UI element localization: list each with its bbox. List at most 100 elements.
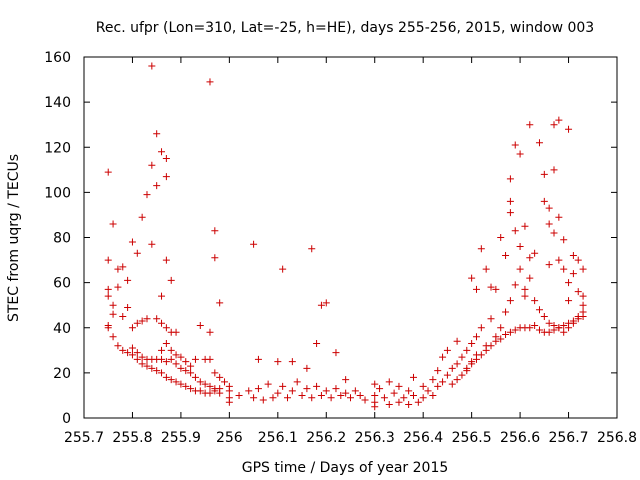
data-point [409,391,417,399]
data-point [492,285,500,293]
data-point [502,252,510,260]
x-tick-label: 255.9 [161,430,201,446]
data-point [138,213,146,221]
data-point [153,130,161,138]
data-point [405,400,413,408]
data-point [148,240,156,248]
data-point [182,367,190,375]
y-tick-label: 160 [44,50,71,66]
data-point [206,355,214,363]
data-point [443,346,451,354]
data-point [119,263,127,271]
x-tick-label: 256.8 [597,430,637,446]
data-point [487,315,495,323]
data-point [531,321,539,329]
data-point [555,213,563,221]
data-point [531,297,539,305]
y-tick-label: 120 [44,140,71,156]
data-point [492,337,500,345]
data-point [322,299,330,307]
data-point [124,303,132,311]
data-point [143,315,151,323]
data-point [133,349,141,357]
data-point [259,396,267,404]
data-point [264,380,272,388]
data-point [250,394,258,402]
data-point [545,261,553,269]
data-point [545,204,553,212]
data-point [158,355,166,363]
data-point [138,360,146,368]
data-point [138,353,146,361]
data-point [162,256,170,264]
y-axis-label: STEC from uqrg / TECUs [6,154,22,322]
data-point [225,387,233,395]
data-point [574,315,582,323]
data-point [167,346,175,354]
data-point [109,333,117,341]
data-point [521,285,529,293]
data-point [133,249,141,257]
data-point [545,220,553,228]
data-point [569,252,577,260]
data-point [361,396,369,404]
data-point [177,353,185,361]
data-point [153,367,161,375]
data-point [114,265,122,273]
data-point [531,249,539,257]
data-point [191,373,199,381]
data-point [308,245,316,253]
data-point [540,197,548,205]
data-point [419,394,427,402]
data-point [322,387,330,395]
data-point [332,349,340,357]
data-point [158,346,166,354]
data-point [162,324,170,332]
data-point [506,328,514,336]
data-point [347,394,354,402]
data-point [506,197,514,205]
data-point [463,346,471,354]
data-point [172,378,180,386]
data-point [313,340,321,348]
y-tick-label: 0 [62,411,71,427]
data-point [269,394,277,402]
data-point [482,265,490,273]
data-point [172,351,180,359]
data-point [284,394,292,402]
data-point [579,312,587,320]
data-point [516,243,524,251]
data-point [550,166,558,174]
data-point [211,369,219,377]
data-point [337,391,345,399]
data-point [497,324,505,332]
data-point [225,398,233,406]
data-point [511,227,519,235]
data-point [162,340,170,348]
data-point [196,387,204,395]
data-point [526,274,534,282]
data-point [502,308,510,316]
data-point [153,182,161,190]
data-point [342,376,350,384]
x-tick-label: 256.4 [403,430,443,446]
data-point [540,312,548,320]
data-point [148,364,156,372]
data-point [371,380,379,388]
data-point [187,369,195,377]
chart-title: Rec. ufpr (Lon=310, Lat=-25, h=HE), days… [96,20,594,36]
data-point [535,139,543,147]
data-point [502,331,510,339]
data-point [216,385,224,393]
data-point [521,222,529,230]
data-point [109,301,117,309]
data-point [511,281,519,289]
data-point [565,319,573,327]
data-point [550,121,558,129]
data-point [472,285,480,293]
data-point [351,387,359,395]
data-point [472,333,480,341]
data-point [332,385,340,393]
data-point [143,191,151,199]
data-point [540,170,548,178]
